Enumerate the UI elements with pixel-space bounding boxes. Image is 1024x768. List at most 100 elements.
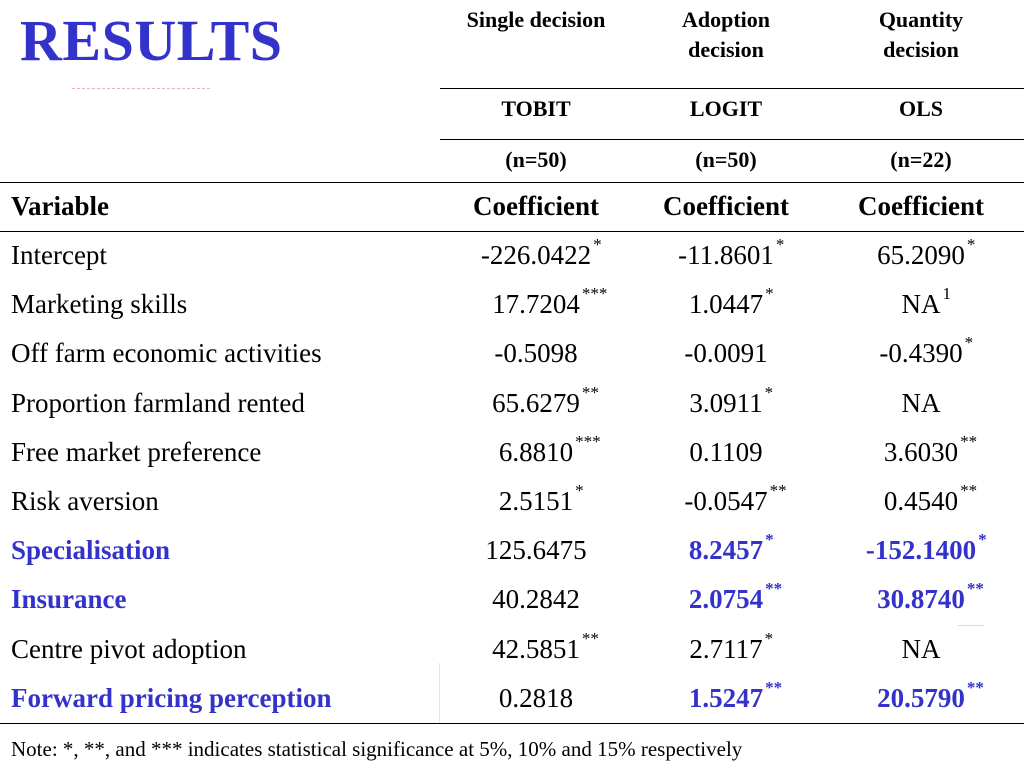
sample-size-logit: (n=50) (695, 147, 757, 172)
coefficient-value: 125.6475 (485, 535, 587, 566)
col-header-adoption-line2: decision (688, 37, 764, 62)
table-row: Risk aversion 2.5151 * -0.0547 ** 0.4540 ** (0, 478, 1024, 527)
coefficient-value: -0.5098 (494, 338, 578, 369)
coefficient-cell: 0.1109 (632, 429, 820, 475)
sample-size-ols: (n=22) (890, 147, 952, 172)
coefficient-cell: 17.7204 *** (492, 284, 608, 320)
coefficient-cell: 2.0754 ** (688, 579, 783, 615)
variable-column-header: Variable (11, 191, 110, 221)
coefficient-value: NA (901, 387, 941, 418)
coefficient-value: 0.2818 (498, 682, 574, 713)
coefficient-value: 1.5247 (688, 682, 764, 713)
coefficient-header-tobit: Coefficient (473, 191, 599, 221)
coefficient-cell: 1.0447 * (688, 284, 774, 320)
coefficient-value: 42.5851 (492, 633, 580, 664)
coefficient-cell: NA (820, 626, 1022, 672)
coefficient-cell: 20.5790 ** (877, 677, 984, 713)
coefficient-value: 2.0754 (688, 584, 764, 615)
col-header-quantity-decision: Quantity decision (820, 5, 1022, 65)
coefficient-cell: -0.0091 (632, 330, 820, 376)
coefficient-header-ols: Coefficient (858, 191, 984, 221)
coefficient-cell: 30.8740 ** (877, 579, 984, 615)
coefficient-value: 17.7204 (492, 289, 580, 320)
col-header-quantity-line1: Quantity (878, 7, 964, 32)
coefficient-value: 6.8810 (498, 436, 574, 467)
coefficient-cell: 1.5247 ** (688, 677, 783, 713)
coefficient-cell: 6.8810 *** (498, 431, 601, 467)
coefficient-cell: 65.6279 ** (492, 382, 599, 418)
coefficient-value: 40.2842 (492, 584, 580, 615)
coefficient-cell: NA (820, 380, 1022, 426)
table-row: Intercept -226.0422 * -11.8601 * 65.2090 * (0, 232, 1024, 281)
coefficient-cell: -0.4390 * (879, 333, 974, 369)
coefficient-value: 8.2457 (688, 535, 764, 566)
variable-name: Off farm economic activities (11, 338, 322, 369)
table-row: Insurance 40.2842 2.0754 ** 30.8740 ** (0, 576, 1024, 625)
variable-name: Specialisation (11, 535, 171, 566)
coefficient-value: -152.1400 (865, 535, 977, 566)
coefficient-value: 3.0911 (689, 387, 763, 418)
coefficient-value: 1.0447 (688, 289, 764, 320)
variable-name: Intercept (11, 240, 107, 270)
coefficient-value: -11.8601 (678, 240, 774, 270)
coefficient-value: 2.5151 (498, 485, 574, 516)
table-header-rule (0, 231, 1024, 232)
variable-name: Risk aversion (11, 485, 159, 516)
method-logit: LOGIT (689, 96, 763, 121)
header-divider-2 (440, 139, 1024, 140)
table-bottom-rule (0, 723, 1024, 724)
table-row: Forward pricing perception 0.2818 1.5247 **… (0, 675, 1024, 724)
coefficient-value: 65.2090 (877, 240, 965, 270)
col-header-adoption-decision: Adoption decision (632, 5, 820, 65)
faint-mark (958, 625, 984, 626)
coefficient-cell: 40.2842 (440, 576, 632, 622)
table-row: Centre pivot adoption 42.5851 ** 2.7117 * NA (0, 626, 1024, 675)
coefficient-value: 0.1109 (689, 436, 763, 467)
significance-note: Note: *, **, and *** indicates statistic… (11, 737, 743, 761)
title-underline-decoration (72, 88, 210, 89)
coefficient-cell: NA 1 (901, 284, 952, 320)
variable-name: Marketing skills (11, 289, 188, 320)
col-header-adoption-line1: Adoption (681, 7, 771, 32)
col-header-quantity-line2: decision (883, 37, 959, 62)
coefficient-cell: 8.2457 * (688, 530, 774, 566)
coefficient-value: 65.6279 (492, 387, 580, 418)
coefficient-value: 30.8740 (877, 584, 965, 615)
method-ols: OLS (898, 96, 944, 121)
coefficient-value: 2.7117 (689, 633, 763, 664)
variable-name: Free market preference (11, 436, 262, 467)
coefficient-cell: 2.7117 * (689, 628, 774, 664)
coefficient-value: -0.0091 (684, 338, 768, 369)
coefficient-cell: -0.0547 ** (684, 480, 787, 516)
method-tobit: TOBIT (501, 96, 571, 121)
table-row: Marketing skills 17.7204 *** 1.0447 * NA 1 (0, 281, 1024, 330)
coefficient-cell: 3.6030 ** (883, 431, 978, 467)
coefficient-cell: 0.2818 (440, 675, 632, 721)
coefficient-value: NA (901, 289, 941, 320)
coefficient-value: -0.0547 (684, 485, 768, 516)
sample-size-tobit: (n=50) (505, 147, 567, 172)
variable-name: Centre pivot adoption (11, 633, 247, 664)
coefficient-cell: -226.0422 * (480, 235, 602, 270)
header-divider-1 (440, 88, 1024, 89)
coefficient-cell: 42.5851 ** (492, 628, 599, 664)
coefficient-cell: 65.2090 * (877, 235, 976, 270)
coefficient-cell: 2.5151 * (498, 480, 584, 516)
table-row: Specialisation 125.6475 8.2457 * -152.1400 * (0, 527, 1024, 576)
table-top-rule (0, 182, 1024, 183)
coefficient-header-logit: Coefficient (663, 191, 789, 221)
variable-name: Insurance (11, 584, 127, 615)
coefficient-cell: -0.5098 (440, 330, 632, 376)
coefficient-cell: 0.4540 ** (883, 480, 978, 516)
coefficient-value: -0.4390 (879, 338, 963, 369)
table-row: Free market preference 6.8810 *** 0.1109 3.6… (0, 429, 1024, 478)
coefficient-value: NA (901, 633, 941, 664)
coefficient-cell: -11.8601 * (678, 235, 785, 270)
coefficient-value: 0.4540 (883, 485, 959, 516)
col-header-single-decision: Single decision (466, 7, 606, 32)
coefficient-value: -226.0422 (480, 240, 592, 270)
coefficient-cell: 3.0911 * (689, 382, 774, 418)
variable-name: Forward pricing perception (11, 682, 332, 713)
table-row: Proportion farmland rented 65.6279 ** 3.091… (0, 380, 1024, 429)
